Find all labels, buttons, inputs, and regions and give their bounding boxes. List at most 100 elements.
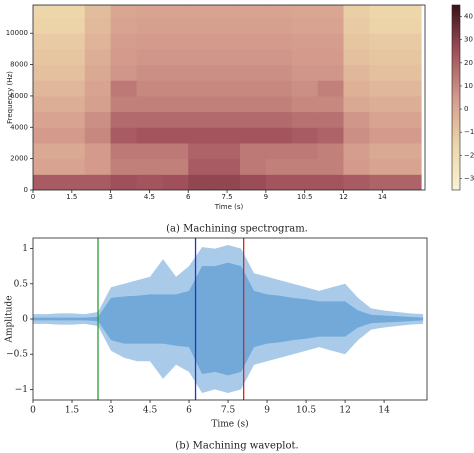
heatmap-cell [33, 48, 60, 66]
heatmap-cell [84, 127, 112, 144]
heatmap-cell [84, 5, 112, 19]
heatmap-cell [291, 33, 319, 50]
x-axis-label: Time (s) [211, 419, 248, 430]
x-tick-label: 7.5 [221, 406, 236, 416]
heatmap-cell [188, 95, 215, 113]
heatmap-cell [291, 95, 319, 113]
heatmap-cell [162, 33, 189, 50]
inner-envelope-area [33, 319, 424, 376]
colorbar-tick-label: 20 [464, 59, 473, 67]
heatmap-cell [265, 64, 293, 81]
colorbar-tick-label: −30 [464, 174, 474, 182]
heatmap-cell [188, 142, 215, 160]
heatmap-cell [110, 142, 137, 160]
heatmap-cell [188, 127, 215, 144]
heatmap-cell [239, 127, 267, 144]
x-tick-label: 6 [186, 193, 191, 201]
heatmap-cell [84, 80, 112, 97]
heatmap-cell [369, 95, 396, 113]
heatmap-cell [58, 127, 86, 144]
heatmap-cell [136, 80, 163, 97]
heatmap-cell [33, 64, 60, 81]
heatmap-cell [58, 80, 86, 97]
heatmap-cell [369, 142, 396, 160]
heatmap-cell [291, 17, 319, 34]
colorbar-tick-label: −20 [464, 151, 474, 159]
y-tick-label: 6000 [10, 92, 28, 100]
heatmap-cell [291, 64, 319, 81]
x-tick-label: 1.5 [65, 406, 80, 416]
colorbar-tick-label: 10 [464, 82, 473, 90]
x-tick-label: 0 [31, 193, 35, 201]
heatmap-cell [395, 48, 422, 66]
heatmap-cell [136, 142, 163, 160]
heatmap-cell [84, 95, 112, 113]
heatmap-cell [265, 158, 293, 175]
heatmap-cell [265, 127, 293, 144]
heatmap-cell [162, 142, 189, 160]
heatmap-cell [162, 64, 189, 81]
heatmap-cell [84, 48, 112, 66]
heatmap-cell [317, 111, 344, 128]
x-tick-label: 9 [264, 193, 268, 201]
heatmap-cell [291, 174, 319, 190]
heatmap-cell [214, 111, 241, 128]
heatmap-cell [343, 111, 370, 128]
heatmap-cell [291, 127, 319, 144]
heatmap-cell [317, 158, 344, 175]
heatmap-cell [188, 48, 215, 66]
heatmap-cell [343, 142, 370, 160]
heatmap-cell [265, 95, 293, 113]
heatmap-cell [188, 64, 215, 81]
y-tick-label: −1 [15, 385, 28, 395]
x-tick-label: 10.5 [296, 406, 316, 416]
heatmap-cell [33, 127, 60, 144]
heatmap-cell [110, 33, 137, 50]
heatmap-cell [239, 17, 267, 34]
y-tick-label: 8000 [10, 61, 28, 69]
heatmap-cell [162, 158, 189, 175]
heatmap-cell [343, 80, 370, 97]
heatmap-cell [291, 5, 319, 19]
y-tick-label: 2000 [10, 155, 28, 163]
heatmap-cell [265, 142, 293, 160]
heatmap-cell [239, 5, 267, 19]
heatmap-cell [188, 33, 215, 50]
heatmap-cell [265, 80, 293, 97]
heatmap-cell [291, 158, 319, 175]
heatmap-cell [395, 80, 422, 97]
heatmap-cell [58, 48, 86, 66]
heatmap-cell [291, 142, 319, 160]
colorbar-tick-label: −10 [464, 128, 474, 136]
x-tick-label: 3 [108, 406, 114, 416]
x-tick-label: 6 [186, 406, 192, 416]
heatmap-cell [162, 111, 189, 128]
heatmap-cell [343, 17, 370, 34]
heatmap-cell [395, 158, 422, 175]
heatmap-cell [188, 111, 215, 128]
heatmap-cell [162, 95, 189, 113]
heatmap-cell [343, 95, 370, 113]
heatmap-cell [33, 5, 60, 19]
colorbar-tick-label: 0 [464, 105, 468, 113]
colorbar-tick-label: 30 [464, 36, 473, 44]
heatmap-cell [214, 64, 241, 81]
heatmap-cell [110, 127, 137, 144]
x-tick-label: 14 [378, 193, 387, 201]
heatmap-cell [369, 33, 396, 50]
heatmap-cell [239, 64, 267, 81]
heatmap-cell [317, 142, 344, 160]
heatmap-cell [84, 33, 112, 50]
heatmap-cell [395, 142, 422, 160]
heatmap-cell [162, 127, 189, 144]
heatmap-cell [317, 80, 344, 97]
heatmap-cell [369, 5, 396, 19]
heatmap-cell [33, 142, 60, 160]
heatmap-cell [369, 17, 396, 34]
heatmap-cell [136, 33, 163, 50]
heatmap-cell [136, 127, 163, 144]
heatmap-cell [343, 33, 370, 50]
heatmap-cell [33, 174, 60, 190]
heatmap-cell [162, 174, 189, 190]
heatmap-cell [239, 158, 267, 175]
